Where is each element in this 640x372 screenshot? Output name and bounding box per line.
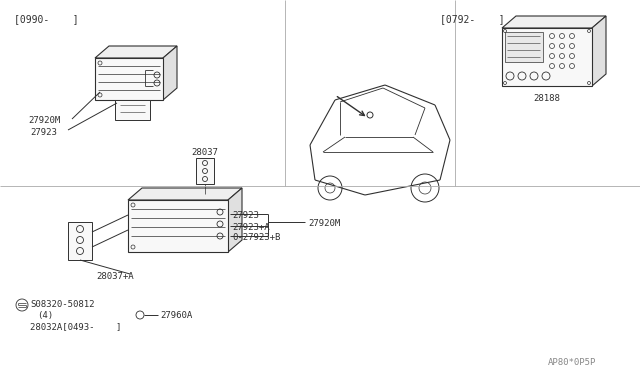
Bar	[128, 200, 228, 252]
Bar	[95, 58, 163, 100]
Polygon shape	[163, 46, 177, 100]
Bar	[196, 158, 214, 184]
Text: 28032A[0493-    ]: 28032A[0493- ]	[30, 322, 122, 331]
Polygon shape	[95, 46, 177, 58]
Bar	[502, 28, 592, 86]
Text: AP80*0P5P: AP80*0P5P	[548, 358, 596, 367]
Polygon shape	[128, 188, 242, 200]
Polygon shape	[502, 16, 606, 28]
Polygon shape	[228, 188, 242, 252]
Text: 28037+A: 28037+A	[96, 272, 134, 281]
Text: [0990-    ]: [0990- ]	[14, 14, 79, 24]
Text: 27923+A: 27923+A	[232, 223, 269, 232]
Bar	[68, 222, 92, 260]
Text: 27960A: 27960A	[160, 311, 192, 320]
Text: 28037: 28037	[191, 148, 218, 157]
Text: 28188: 28188	[534, 94, 561, 103]
Text: 27920M: 27920M	[28, 116, 60, 125]
Text: 0-27923+B: 0-27923+B	[232, 233, 280, 242]
Text: S08320-50812: S08320-50812	[30, 300, 95, 309]
Text: (4): (4)	[37, 311, 53, 320]
Text: 27923: 27923	[232, 211, 259, 220]
Bar	[505, 32, 543, 62]
Polygon shape	[592, 16, 606, 86]
Bar	[115, 100, 150, 120]
Text: [0792-    ]: [0792- ]	[440, 14, 504, 24]
Text: 27920M: 27920M	[308, 219, 340, 228]
Text: 27923: 27923	[30, 128, 57, 137]
